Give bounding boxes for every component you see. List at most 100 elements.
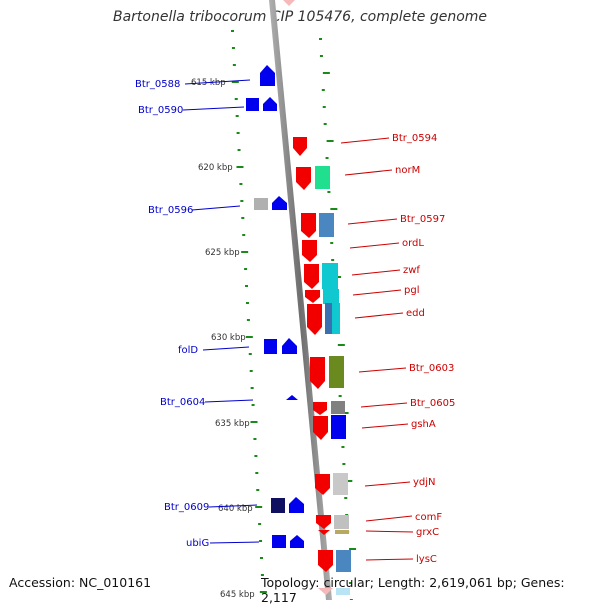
gene-block-ubiG[interactable] bbox=[272, 535, 286, 548]
gene-arrow-Btr_0597[interactable] bbox=[301, 213, 316, 238]
cog-block-zwf bbox=[322, 263, 338, 289]
gene-label-edd[interactable]: edd bbox=[406, 308, 425, 319]
minor-tick bbox=[236, 132, 240, 134]
gene-arrow-zwf[interactable] bbox=[304, 264, 319, 289]
minor-tick bbox=[342, 463, 346, 465]
gene-label-folD[interactable]: folD bbox=[178, 345, 198, 356]
gene-arrow-folD[interactable] bbox=[282, 338, 297, 354]
minor-tick bbox=[258, 523, 262, 525]
gene-arrow-ordL[interactable] bbox=[302, 240, 317, 262]
major-tick bbox=[349, 548, 357, 550]
gene-arrow-pgl[interactable] bbox=[305, 290, 320, 303]
forward-strand-genes bbox=[283, 0, 351, 595]
minor-tick bbox=[319, 55, 323, 57]
gene-label-pgl[interactable]: pgl bbox=[404, 285, 419, 296]
gene-arrow-comF[interactable] bbox=[316, 515, 331, 529]
minor-tick bbox=[245, 302, 249, 304]
gene-arrow-Btr_0596b[interactable] bbox=[272, 196, 287, 210]
minor-tick bbox=[240, 200, 244, 202]
cog-block-edd-b bbox=[325, 303, 332, 334]
minor-tick bbox=[251, 404, 255, 406]
scale-label: 645 kbp bbox=[220, 590, 255, 600]
gene-arrow-Btr_0588[interactable] bbox=[260, 65, 275, 86]
cog-block-Btr_0597 bbox=[319, 213, 334, 237]
gene-arrow-Btr_0603[interactable] bbox=[310, 357, 325, 389]
gene-arrow-grxC[interactable] bbox=[318, 530, 330, 535]
gene-label-Btr_0590[interactable]: Btr_0590 bbox=[138, 105, 183, 116]
gene-arrow-Btr_0609b[interactable] bbox=[289, 497, 304, 513]
gene-arrow-Btr_0590b[interactable] bbox=[263, 97, 277, 111]
major-tick bbox=[259, 591, 267, 593]
minor-tick bbox=[344, 497, 348, 499]
gene-block-folD[interactable] bbox=[264, 339, 277, 354]
scale-label: 620 kbp bbox=[198, 163, 233, 173]
gene-block-Btr_0609[interactable] bbox=[271, 498, 285, 513]
scale-label: 635 kbp bbox=[215, 419, 250, 429]
scale-label: 630 kbp bbox=[211, 333, 246, 343]
minor-tick bbox=[322, 106, 326, 108]
major-tick bbox=[345, 480, 353, 482]
scale-label: 625 kbp bbox=[205, 248, 240, 258]
minor-tick bbox=[231, 47, 235, 49]
map-title: Bartonella tribocorum CIP 105476, comple… bbox=[112, 9, 488, 25]
cog-block-Btr_0605 bbox=[331, 401, 345, 414]
minor-tick bbox=[246, 319, 250, 321]
cog-block-norM bbox=[315, 166, 330, 189]
gene-arrow-ydjN[interactable] bbox=[315, 474, 330, 495]
gene-label-ydjN[interactable]: ydjN bbox=[413, 477, 436, 488]
major-tick bbox=[255, 506, 263, 508]
gene-label-ordL[interactable]: ordL bbox=[402, 238, 424, 249]
gene-block-Btr_0596[interactable] bbox=[254, 198, 268, 210]
gene-label-ubiG[interactable]: ubiG bbox=[186, 538, 209, 549]
gene-label-Btr_0603[interactable]: Btr_0603 bbox=[409, 363, 454, 374]
gene-label-Btr_0588[interactable]: Btr_0588 bbox=[135, 79, 180, 90]
minor-tick bbox=[250, 387, 254, 389]
gene-label-Btr_0594[interactable]: Btr_0594 bbox=[392, 133, 437, 144]
gene-label-lysC[interactable]: lysC bbox=[416, 554, 437, 565]
gene-label-zwf[interactable]: zwf bbox=[403, 265, 420, 276]
genome-summary-text: Topology: circular; Length: 2,619,061 bp… bbox=[261, 575, 565, 605]
gene-arrow-norM[interactable] bbox=[296, 167, 311, 190]
cog-block-gshA bbox=[331, 415, 346, 439]
accession-text: Accession: NC_010161 bbox=[9, 575, 152, 590]
gene-label-grxC[interactable]: grxC bbox=[416, 527, 439, 538]
cog-block-pgl bbox=[323, 289, 339, 304]
cog-block-lysC bbox=[336, 550, 351, 572]
minor-tick bbox=[321, 89, 325, 91]
minor-tick bbox=[235, 115, 239, 117]
gene-label-norM[interactable]: norM bbox=[395, 165, 420, 176]
minor-tick bbox=[348, 582, 352, 584]
gene-label-gshA[interactable]: gshA bbox=[411, 419, 436, 430]
gene-label-Btr_0596[interactable]: Btr_0596 bbox=[148, 205, 193, 216]
gene-arrow-Btr_0604[interactable] bbox=[286, 395, 298, 400]
major-tick bbox=[245, 336, 253, 338]
cog-block-ydjN bbox=[333, 473, 348, 495]
gene-label-Btr_0605[interactable]: Btr_0605 bbox=[410, 398, 455, 409]
gene-arrow-gshA[interactable] bbox=[313, 416, 328, 440]
major-tick bbox=[337, 344, 345, 346]
minor-tick bbox=[248, 353, 252, 355]
minor-tick bbox=[242, 234, 246, 236]
minor-tick bbox=[232, 64, 236, 66]
major-tick bbox=[231, 81, 239, 83]
minor-tick bbox=[260, 574, 264, 576]
major-tick bbox=[241, 251, 249, 253]
minor-tick bbox=[330, 242, 334, 244]
gene-arrow-Btr_0605[interactable] bbox=[313, 402, 327, 415]
gene-arrow-Btr_0594[interactable] bbox=[293, 137, 307, 156]
minor-tick bbox=[239, 183, 243, 185]
minor-tick bbox=[327, 191, 331, 193]
gene-label-Btr_0597[interactable]: Btr_0597 bbox=[400, 214, 445, 225]
gene-arrow-edd[interactable] bbox=[307, 304, 322, 335]
gene-label-comF[interactable]: comF bbox=[415, 512, 442, 523]
gene-label-Btr_0604[interactable]: Btr_0604 bbox=[160, 397, 205, 408]
minor-tick bbox=[341, 446, 345, 448]
gene-arrow-lysC[interactable] bbox=[318, 550, 333, 572]
gene-label-Btr_0609[interactable]: Btr_0609 bbox=[164, 502, 209, 513]
gene-arrow-ubiG[interactable] bbox=[290, 535, 304, 548]
minor-tick bbox=[245, 285, 249, 287]
gene-block-Btr_0590[interactable] bbox=[246, 98, 259, 111]
minor-tick bbox=[319, 38, 322, 40]
